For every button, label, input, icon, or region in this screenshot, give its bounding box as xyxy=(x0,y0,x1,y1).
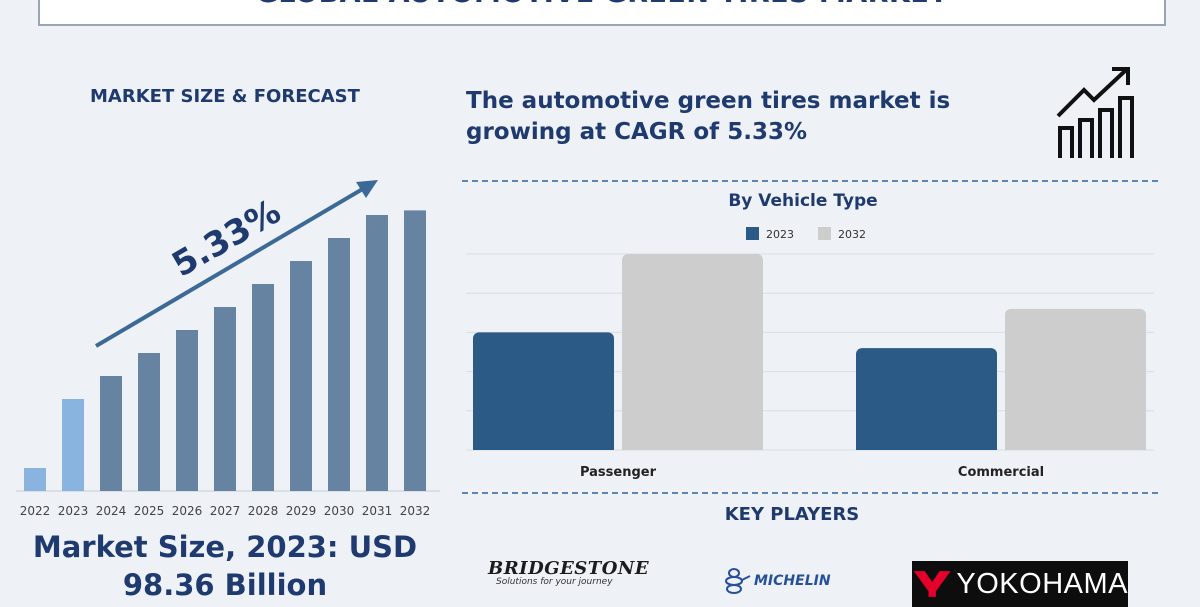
yokohama-name: YOKOHAMA xyxy=(956,567,1128,600)
year-tick-label: 2027 xyxy=(210,504,241,518)
section-divider xyxy=(462,492,1158,494)
year-tick-label: 2032 xyxy=(400,504,431,518)
page-title: GLOBAL AUTOMOTIVE GREEN TIRES MARKET xyxy=(40,0,1164,11)
chart-title: By Vehicle Type xyxy=(728,191,877,211)
market-forecast-chart: 2022 2023 2024 2025 2026 2027 2028 2029 2030 2031… xyxy=(16,180,440,518)
forecast-bar xyxy=(366,215,388,491)
legend-label: 2032 xyxy=(838,228,866,241)
year-tick-label: 2022 xyxy=(20,504,51,518)
cagr-line-1: The automotive green tires market is xyxy=(466,88,951,114)
forecast-bar xyxy=(214,307,236,491)
vehicle-bar-base xyxy=(1005,444,1146,450)
vehicle-bar xyxy=(1005,308,1146,450)
forecast-bar xyxy=(176,330,198,491)
yokohama-mark-icon xyxy=(913,571,951,597)
vehicle-bar-base xyxy=(622,444,763,450)
vehicle-bar-base xyxy=(473,444,614,450)
forecast-bar xyxy=(252,284,274,491)
year-tick-label: 2030 xyxy=(324,504,355,518)
market-size-line-1: Market Size, 2023: USD xyxy=(32,530,418,564)
year-tick-label: 2025 xyxy=(134,504,165,518)
forecast-bar xyxy=(328,238,350,491)
market-size-line-2: 98.36 Billion xyxy=(122,568,328,602)
cagr-statement: The automotive green tires market is gro… xyxy=(466,86,1026,148)
vehicle-bar xyxy=(473,332,614,450)
title-banner: GLOBAL AUTOMOTIVE GREEN TIRES MARKET xyxy=(38,0,1166,26)
year-tick-label: 2031 xyxy=(362,504,393,518)
bridgestone-name: BRIDGESTONE xyxy=(488,558,650,579)
forecast-bar xyxy=(404,210,426,491)
cagr-line-2: growing at CAGR of 5.33% xyxy=(466,119,807,145)
bridgestone-tagline: Solutions for your journey xyxy=(496,577,613,587)
forecast-bar xyxy=(62,399,84,491)
vehicle-bar-base xyxy=(856,444,997,450)
year-tick-label: 2028 xyxy=(248,504,279,518)
year-tick-label: 2024 xyxy=(96,504,127,518)
yokohama-logo: YOKOHAMA xyxy=(912,561,1128,607)
michelin-logo: MICHELIN xyxy=(722,566,831,596)
legend-label: 2023 xyxy=(766,228,794,241)
legend-swatch xyxy=(818,227,831,240)
key-players-heading: KEY PLAYERS xyxy=(724,504,860,525)
michelin-name: MICHELIN xyxy=(754,573,831,589)
market-size-heading: MARKET SIZE & FORECAST xyxy=(90,86,360,107)
year-tick-label: 2026 xyxy=(172,504,203,518)
forecast-bar xyxy=(138,353,160,491)
legend-swatch xyxy=(746,227,759,240)
michelin-man-icon xyxy=(725,568,751,594)
growth-arrow-head xyxy=(356,180,378,198)
vehicle-bar xyxy=(622,254,763,450)
year-tick-label: 2029 xyxy=(286,504,317,518)
section-divider xyxy=(462,180,1158,182)
vehicle-bar xyxy=(856,348,997,450)
vehicle-type-chart: By Vehicle Type 2023 2032 Passenger Commerci… xyxy=(466,191,1154,480)
growth-chart-icon xyxy=(1056,67,1134,158)
category-label: Commercial xyxy=(958,465,1044,480)
year-tick-label: 2023 xyxy=(58,504,89,518)
forecast-bar xyxy=(100,376,122,491)
forecast-bar xyxy=(24,468,46,491)
market-size-text: Market Size, 2023: USD 98.36 Billion xyxy=(0,528,450,604)
growth-arrow-line xyxy=(94,185,368,348)
forecast-bar xyxy=(290,261,312,491)
category-label: Passenger xyxy=(580,465,657,480)
bridgestone-logo: BRIDGESTONE Solutions for your journey xyxy=(488,558,649,587)
